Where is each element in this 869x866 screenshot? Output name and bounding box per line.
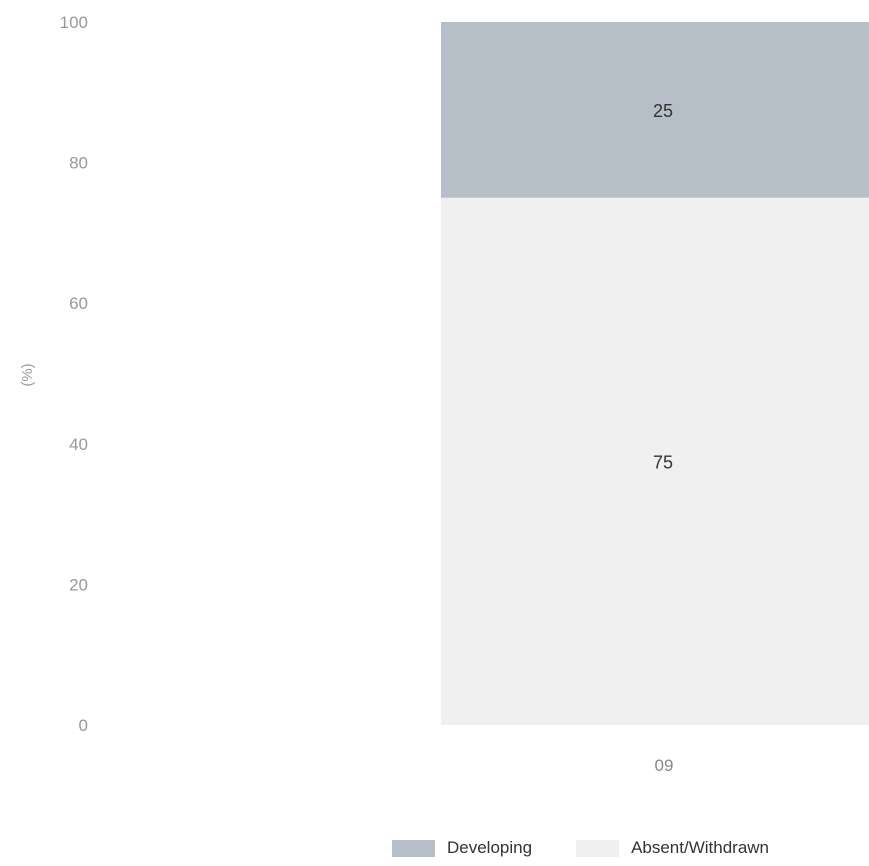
legend-label-developing: Developing xyxy=(447,838,533,857)
y-axis-label: (%) xyxy=(19,363,36,386)
legend-item-developing: Developing xyxy=(392,838,532,858)
stacked-bar-chart: 100 80 60 40 20 0 (%) 75 25 09 xyxy=(19,13,869,775)
y-tick-label: 40 xyxy=(69,435,88,454)
y-tick-label: 60 xyxy=(69,294,88,313)
data-label: 75 xyxy=(653,452,673,472)
legend-item-absent-withdrawn: Absent/Withdrawn xyxy=(576,838,769,858)
legend: Developing Absent/Withdrawn xyxy=(392,838,769,858)
legend-swatch-developing xyxy=(392,839,435,857)
y-tick-label: 0 xyxy=(79,716,88,735)
y-tick-label: 20 xyxy=(69,575,88,594)
data-label: 25 xyxy=(653,101,673,121)
bar-segment-absent-withdrawn xyxy=(441,197,869,725)
y-axis: 100 80 60 40 20 0 xyxy=(60,13,88,735)
x-tick-label: 09 xyxy=(655,756,674,775)
legend-swatch-absent-withdrawn xyxy=(576,839,620,857)
bars: 75 25 xyxy=(441,22,869,725)
y-tick-label: 80 xyxy=(69,154,88,173)
x-axis: 09 xyxy=(655,756,674,775)
legend-label-absent-withdrawn: Absent/Withdrawn xyxy=(631,838,770,857)
bar-segment-developing xyxy=(441,22,869,198)
y-tick-label: 100 xyxy=(60,13,88,32)
